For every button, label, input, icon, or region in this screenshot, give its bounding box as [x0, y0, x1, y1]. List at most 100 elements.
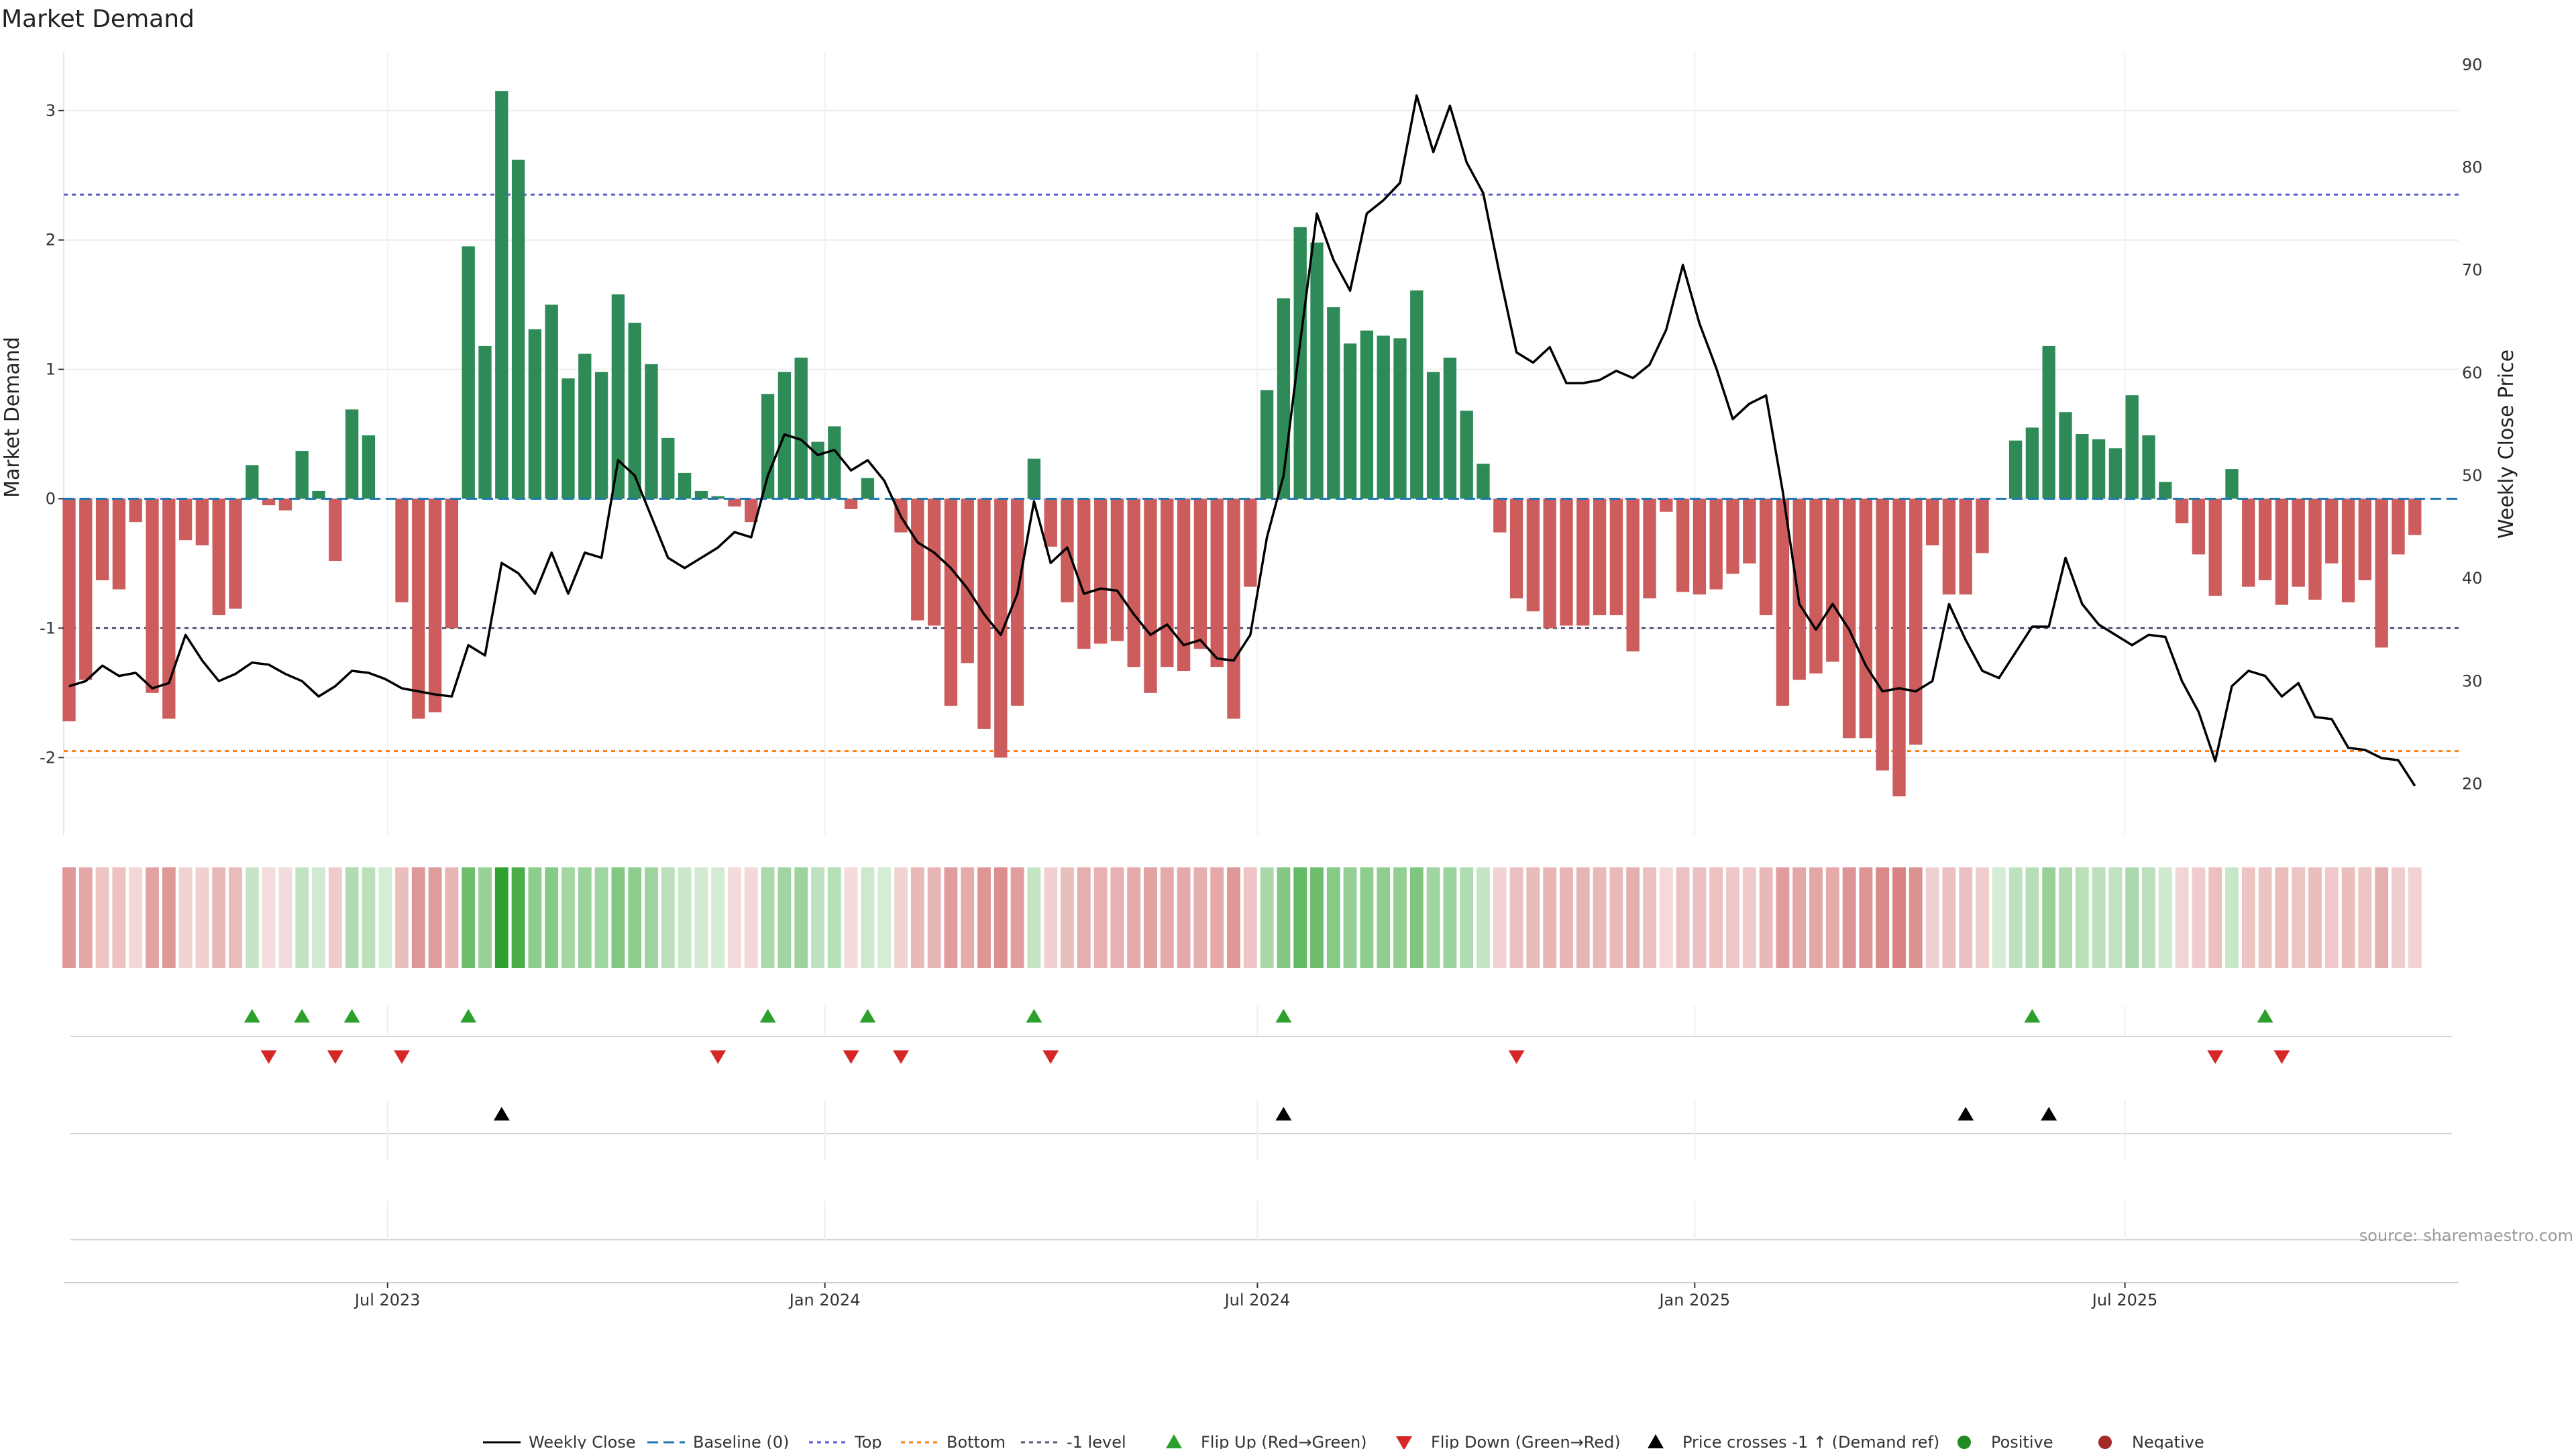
demand-bar [678, 472, 692, 499]
price-cross-marker [493, 1107, 510, 1121]
legend-item: Negative [2098, 1433, 2204, 1449]
heat-cell [661, 867, 675, 968]
demand-bar [278, 498, 292, 511]
demand-bar [2175, 498, 2189, 524]
heat-cell [478, 867, 492, 968]
heat-cell [2175, 867, 2189, 968]
demand-bar [1959, 498, 1972, 595]
heat-cell [1543, 867, 1557, 968]
demand-bar [2076, 434, 2089, 499]
demand-bar [1942, 498, 1956, 595]
heat-cell [1477, 867, 1490, 968]
demand-bar [1925, 498, 1939, 545]
demand-bar [1709, 498, 1723, 590]
heat-cell [578, 867, 592, 968]
flip-up-marker [244, 1009, 260, 1023]
demand-bar [811, 441, 824, 499]
legend-item: Weekly Close [483, 1433, 636, 1449]
demand-bar [1693, 498, 1707, 595]
legend-item: Flip Down (Green→Red) [1396, 1433, 1621, 1449]
demand-bar [95, 498, 109, 581]
heat-cell [1576, 867, 1590, 968]
demand-bar [1876, 498, 1889, 771]
flip-markers [70, 1006, 2452, 1241]
demand-bar [2208, 498, 2222, 596]
demand-bar [478, 345, 492, 499]
demand-bar [1976, 498, 1989, 553]
heat-cell [2341, 867, 2355, 968]
demand-bar [611, 294, 625, 499]
heat-cell [1243, 867, 1257, 968]
demand-bar [1643, 498, 1656, 599]
price-cross-marker [1275, 1107, 1292, 1121]
demand-bar [1809, 498, 1823, 674]
heat-cell [162, 867, 176, 968]
heat-cell [894, 867, 908, 968]
flip-up-marker [1026, 1009, 1042, 1023]
demand-bar [661, 437, 675, 499]
heat-cell [827, 867, 841, 968]
chart-title: Market Demand [1, 5, 195, 33]
heat-cell [944, 867, 958, 968]
heat-cell [1393, 867, 1407, 968]
heat-cell [1377, 867, 1391, 968]
flip-up-marker [343, 1009, 360, 1023]
heat-cell [78, 867, 93, 968]
heat-cell [1560, 867, 1573, 968]
heat-cell [1044, 867, 1058, 968]
demand-bar [195, 498, 209, 545]
demand-bar [1193, 498, 1208, 649]
demand-bar [2325, 498, 2339, 564]
y2-tick-label: 20 [2462, 774, 2483, 793]
demand-bar [412, 498, 425, 719]
heat-cell [1842, 867, 1856, 968]
legend-swatch-flip-up [1166, 1434, 1182, 1448]
demand-bar [1576, 498, 1590, 626]
heat-cell [2408, 867, 2422, 968]
heat-cell [2358, 867, 2372, 968]
heat-cell [1676, 867, 1690, 968]
demand-bar [2242, 498, 2255, 587]
demand-bar [1743, 498, 1756, 564]
heat-cell [1193, 867, 1208, 968]
heat-cell [1626, 867, 1640, 968]
heat-cell [511, 867, 525, 968]
flip-down-marker [260, 1050, 277, 1064]
legend-swatch-negative [2098, 1436, 2112, 1449]
heat-cell [910, 867, 924, 968]
legend-label: Baseline (0) [693, 1433, 789, 1449]
heat-cell [1061, 867, 1074, 968]
demand-bar [1260, 390, 1274, 499]
demand-bar [1759, 498, 1773, 616]
y2-tick-label: 80 [2462, 158, 2483, 177]
heat-cell [1343, 867, 1357, 968]
heat-cell [877, 867, 892, 968]
x-tick-label: Jul 2025 [2091, 1291, 2158, 1309]
demand-bar [262, 498, 276, 506]
demand-bar [1010, 498, 1024, 706]
heat-cell [628, 867, 642, 968]
demand-bar [1127, 498, 1140, 667]
legend-item: -1 level [1021, 1433, 1126, 1449]
heat-cell [611, 867, 625, 968]
demand-bar [911, 498, 924, 621]
demand-bar [628, 323, 641, 499]
demand-bar [1110, 498, 1124, 641]
legend-label: Weekly Close [529, 1433, 636, 1449]
demand-bar [1377, 335, 1390, 499]
heat-cell [2192, 867, 2206, 968]
heat-cell [1326, 867, 1340, 968]
demand-bar [828, 426, 841, 499]
demand-bar [362, 435, 376, 499]
heat-cell [462, 867, 476, 968]
heat-cell [2275, 867, 2289, 968]
flip-down-marker [1042, 1050, 1059, 1064]
demand-bar [1842, 498, 1856, 739]
heat-cell [1509, 867, 1523, 968]
demand-bar [1792, 498, 1806, 680]
demand-bar [794, 358, 808, 499]
demand-bar [2025, 427, 2039, 499]
demand-bar [1077, 498, 1091, 649]
heat-cell [1809, 867, 1823, 968]
demand-bar [246, 465, 259, 499]
